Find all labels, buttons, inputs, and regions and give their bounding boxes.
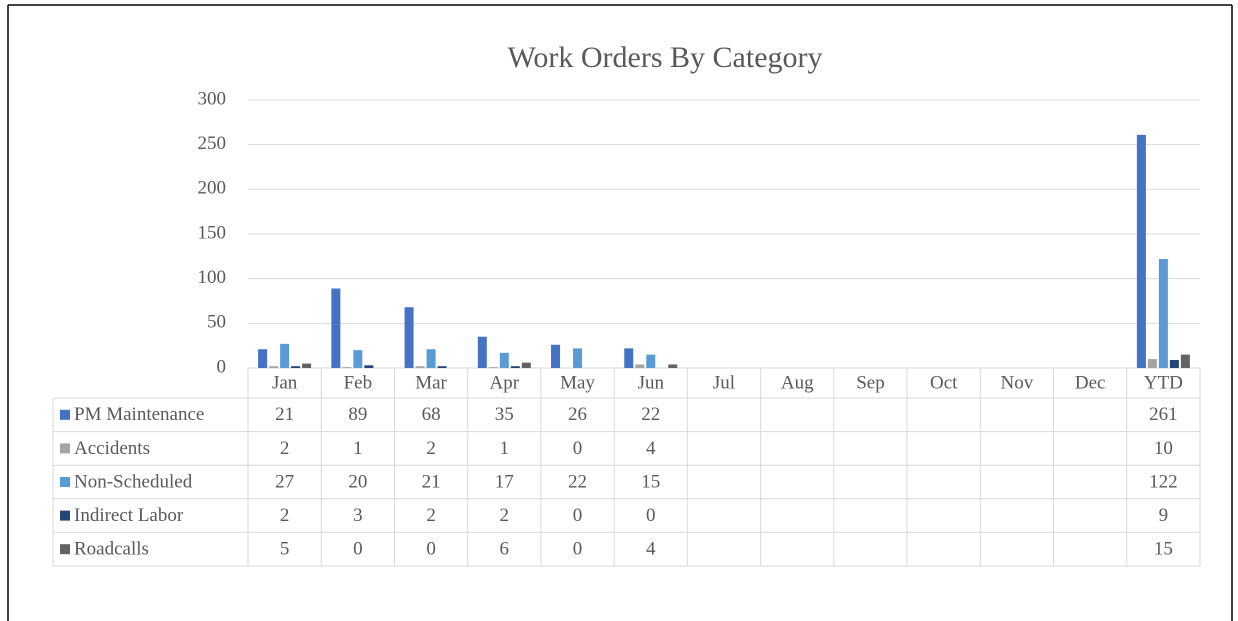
table-value: 68 (422, 404, 441, 425)
bar (646, 354, 656, 368)
bar (1180, 354, 1190, 368)
table-value: 35 (495, 404, 514, 425)
x-tick-label: Feb (344, 372, 373, 393)
bar (1147, 359, 1157, 368)
table-value: 4 (646, 539, 656, 560)
table-value: 1 (353, 438, 363, 459)
table-value: 2 (426, 505, 436, 526)
x-tick-label: Apr (490, 372, 520, 393)
table-value: 2 (280, 505, 290, 526)
table-value: 6 (500, 539, 510, 560)
x-tick-label: Jul (713, 372, 735, 393)
x-tick-label: May (560, 372, 595, 393)
bar (635, 364, 645, 368)
table-value: 4 (646, 438, 656, 459)
legend-label: Accidents (74, 438, 150, 459)
x-tick-label: Jun (638, 372, 665, 393)
table-value: 5 (280, 539, 290, 560)
table-value: 89 (348, 404, 367, 425)
table-value: 22 (568, 471, 587, 492)
table-value: 17 (495, 471, 514, 492)
table-value: 21 (275, 404, 294, 425)
bar (551, 344, 561, 368)
x-tick-label: YTD (1144, 372, 1183, 393)
y-tick-label: 250 (198, 133, 227, 154)
y-tick-label: 200 (198, 178, 227, 199)
legend-label: Roadcalls (74, 539, 149, 560)
y-tick-label: 150 (198, 222, 227, 243)
bar (668, 364, 678, 368)
table-value: 0 (426, 539, 436, 560)
bar (477, 336, 487, 368)
table-value: 1 (500, 438, 510, 459)
table-value: 0 (573, 539, 583, 560)
y-tick-label: 50 (207, 312, 226, 333)
table-value: 15 (641, 471, 660, 492)
bar (291, 366, 301, 368)
x-tick-label: Aug (781, 372, 814, 393)
table-value: 2 (500, 505, 510, 526)
bar (342, 367, 352, 368)
x-tick-label: Dec (1075, 372, 1106, 393)
table-value: 27 (275, 471, 294, 492)
legend-swatch (60, 510, 70, 521)
table-value: 22 (641, 404, 660, 425)
table-value: 0 (646, 505, 656, 526)
bar (437, 366, 447, 368)
legend-swatch (60, 409, 70, 420)
legend-label: Indirect Labor (74, 505, 184, 526)
bar (269, 366, 279, 368)
x-tick-label: Nov (1001, 372, 1034, 393)
table-value: 2 (426, 438, 436, 459)
bar (499, 352, 509, 368)
legend-swatch (60, 544, 70, 555)
legend-swatch (60, 477, 70, 487)
table-value: 9 (1159, 505, 1169, 526)
x-tick-label: Mar (415, 372, 447, 393)
table-value: 15 (1154, 539, 1173, 560)
bar (510, 366, 520, 368)
bar (488, 367, 498, 368)
table-value: 10 (1154, 438, 1173, 459)
table-value: 21 (422, 471, 441, 492)
table-value: 20 (348, 471, 367, 492)
chart-title: Work Orders By Category (507, 41, 822, 74)
bar (364, 365, 374, 368)
table-value: 3 (353, 505, 363, 526)
legend-label: Non-Scheduled (74, 471, 193, 492)
x-tick-label: Jan (272, 372, 298, 393)
y-tick-label: 300 (198, 88, 227, 109)
y-tick-label: 0 (217, 356, 227, 377)
bar (353, 350, 363, 368)
table-value: 0 (353, 539, 363, 560)
table-value: 122 (1149, 471, 1178, 492)
bar (280, 343, 290, 368)
table-value: 261 (1149, 404, 1178, 425)
bar (331, 288, 341, 368)
bar (404, 307, 414, 368)
bar (302, 363, 312, 368)
table-value: 26 (568, 404, 587, 425)
legend-swatch (60, 443, 70, 454)
bar (1169, 359, 1179, 368)
table-value: 2 (280, 438, 290, 459)
legend-label: PM Maintenance (74, 404, 204, 425)
table-value: 0 (573, 505, 583, 526)
table-value: 0 (573, 438, 583, 459)
bar (521, 362, 531, 368)
bar (573, 348, 583, 368)
bar (624, 348, 634, 368)
bar (258, 349, 268, 368)
y-tick-label: 100 (198, 267, 227, 288)
bar (415, 366, 425, 368)
bar (1158, 259, 1168, 368)
x-tick-label: Sep (856, 372, 885, 393)
x-tick-label: Oct (930, 372, 958, 393)
bar (1136, 134, 1146, 368)
bar (426, 349, 436, 368)
